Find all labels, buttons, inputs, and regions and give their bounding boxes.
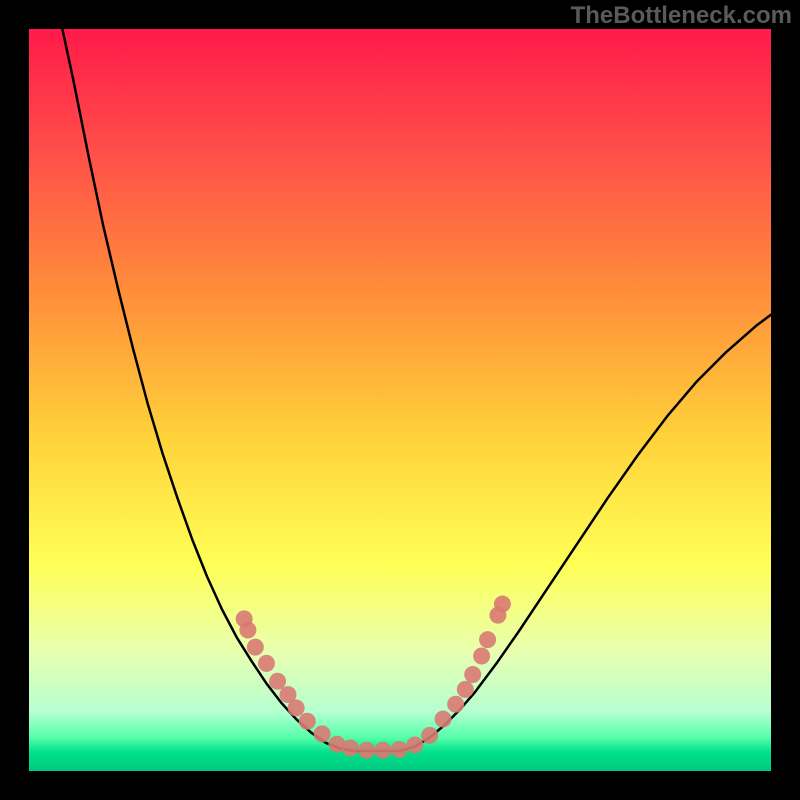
watermark-text: TheBottleneck.com <box>571 2 792 30</box>
curve-marker <box>342 740 359 757</box>
curve-marker <box>299 713 316 730</box>
curve-marker <box>447 696 464 713</box>
curve-marker <box>457 681 474 698</box>
curve-marker <box>374 742 391 759</box>
curve-marker <box>406 737 423 754</box>
curve-marker <box>358 742 375 759</box>
curve-marker <box>258 655 275 672</box>
curve-marker <box>247 639 264 656</box>
curve-marker <box>288 699 305 716</box>
curve-marker <box>494 596 511 613</box>
curve-marker <box>421 727 438 744</box>
curve-marker <box>464 666 481 683</box>
curve-marker <box>435 711 452 728</box>
curve-marker <box>479 631 496 648</box>
bottleneck-curve-svg <box>29 29 771 771</box>
gradient-background <box>29 29 771 771</box>
curve-marker <box>269 673 286 690</box>
curve-marker <box>314 725 331 742</box>
curve-marker <box>239 622 256 639</box>
chart-frame: TheBottleneck.com <box>0 0 800 800</box>
curve-marker <box>473 647 490 664</box>
curve-marker <box>391 741 408 758</box>
plot-area <box>29 29 771 771</box>
